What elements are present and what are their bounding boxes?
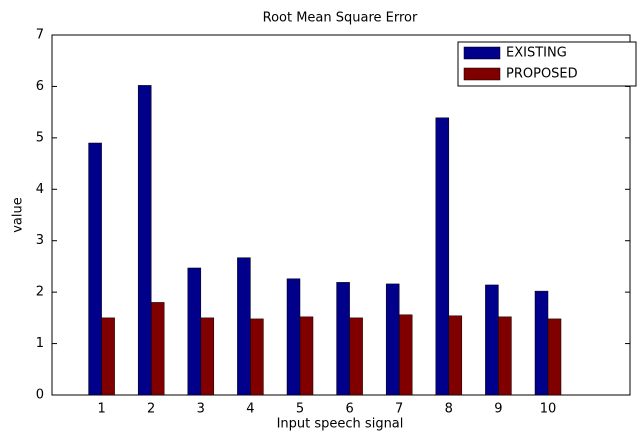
chart-title: Root Mean Square Error: [263, 11, 418, 26]
bar: [498, 316, 512, 396]
x-tick-label: 7: [395, 402, 403, 417]
y-tick-label: 5: [36, 130, 44, 145]
x-tick-label: 6: [345, 402, 353, 417]
bar: [88, 142, 102, 396]
x-tick-label: 9: [494, 402, 502, 417]
x-tick-label: 4: [246, 402, 254, 417]
bar: [137, 85, 152, 396]
bar: [187, 267, 202, 396]
bar: [385, 283, 400, 396]
x-tick-label: 10: [540, 402, 557, 417]
bar: [435, 117, 450, 396]
bar: [485, 284, 499, 396]
y-tick-label: 3: [36, 233, 44, 248]
x-tick-label: 1: [97, 402, 105, 417]
y-tick-label: 4: [36, 182, 44, 197]
bar: [286, 278, 301, 396]
bar: [237, 257, 251, 396]
bar: [200, 317, 215, 396]
y-tick-label: 6: [36, 79, 44, 94]
x-tick-label: 8: [445, 402, 453, 417]
bar: [547, 318, 562, 396]
bar: [448, 315, 463, 396]
bar: [398, 314, 413, 396]
x-tick-label: 3: [197, 402, 205, 417]
y-tick-label: 7: [36, 28, 44, 43]
y-tick-label: 1: [36, 336, 44, 351]
y-tick-label: 2: [36, 285, 44, 300]
x-axis-label: Input speech signal: [277, 417, 404, 432]
x-tick-label: 2: [147, 402, 155, 417]
y-tick-label: 0: [36, 388, 44, 403]
legend-label: PROPOSED: [506, 67, 578, 82]
legend-label: EXISTING: [506, 46, 567, 61]
bar: [150, 302, 165, 396]
bar: [101, 317, 115, 396]
x-tick-label: 5: [296, 402, 304, 417]
y-axis-label: value: [11, 197, 26, 233]
bar: [534, 290, 549, 396]
bar: [336, 282, 350, 396]
legend-swatch: [463, 46, 501, 60]
bar: [299, 316, 314, 396]
legend-swatch: [463, 67, 501, 81]
bar: [349, 317, 363, 396]
bar: [250, 318, 264, 396]
